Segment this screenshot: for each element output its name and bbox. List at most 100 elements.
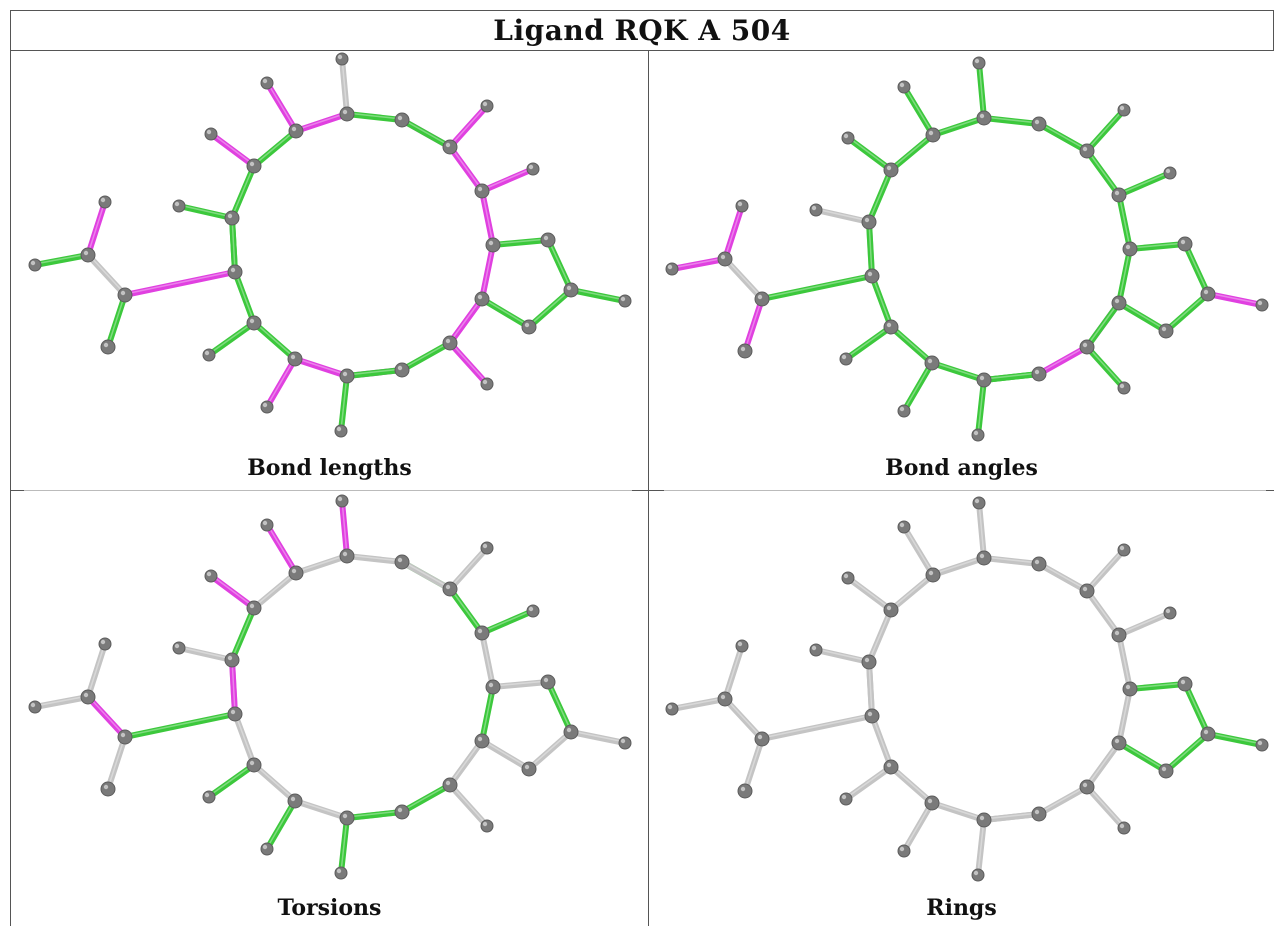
bond-b14 bbox=[981, 555, 1042, 567]
atom-shine bbox=[227, 655, 233, 661]
bond-b36 bbox=[229, 657, 238, 717]
atom-shine bbox=[927, 358, 933, 364]
atom bbox=[864, 268, 880, 284]
panel-caption-bond-lengths: Bond lengths bbox=[247, 455, 412, 481]
atom bbox=[897, 404, 911, 418]
bond-b20 bbox=[1116, 246, 1133, 306]
atom bbox=[339, 106, 355, 122]
bond-b01 bbox=[669, 696, 728, 712]
bond-b33 bbox=[888, 324, 935, 366]
atom bbox=[442, 139, 458, 155]
bond-b19 bbox=[479, 630, 496, 690]
bond-b34 bbox=[206, 762, 257, 800]
atom-layer bbox=[28, 494, 632, 880]
bond-b24 bbox=[1116, 300, 1169, 334]
bond-highlight bbox=[253, 129, 297, 166]
bond-highlight bbox=[340, 374, 348, 431]
bond-highlight bbox=[210, 132, 255, 166]
bond-b22 bbox=[1182, 241, 1211, 297]
bond-b01 bbox=[669, 256, 728, 272]
atom-shine bbox=[928, 130, 934, 136]
bond-b31 bbox=[292, 356, 350, 379]
bond-highlight bbox=[234, 270, 255, 323]
bond-b22 bbox=[1182, 681, 1211, 737]
atom-shine bbox=[30, 702, 36, 708]
atom-shine bbox=[1114, 630, 1120, 636]
atom bbox=[480, 377, 494, 391]
atom bbox=[100, 781, 116, 797]
bond-b14 bbox=[344, 553, 405, 565]
atom-shine bbox=[249, 760, 255, 766]
atom-shine bbox=[524, 322, 530, 328]
bond-b10 bbox=[888, 132, 936, 173]
atom bbox=[540, 232, 556, 248]
bond-highlight bbox=[1086, 785, 1125, 828]
bond-b32 bbox=[264, 798, 298, 852]
atom bbox=[224, 652, 240, 668]
atom bbox=[117, 729, 133, 745]
atom bbox=[971, 428, 985, 442]
bond-b27 bbox=[447, 782, 490, 829]
bond-highlight bbox=[528, 288, 572, 327]
molecule-rings bbox=[665, 496, 1269, 882]
atom-shine bbox=[337, 54, 343, 60]
atom bbox=[717, 251, 733, 267]
bond-highlight bbox=[1184, 242, 1209, 294]
atom bbox=[1079, 339, 1095, 355]
atom-shine bbox=[342, 813, 348, 819]
bond-highlight bbox=[346, 554, 403, 562]
atom bbox=[474, 625, 490, 641]
atom-shine bbox=[1034, 809, 1040, 815]
bond-highlight bbox=[295, 112, 348, 131]
bond-b34 bbox=[206, 320, 257, 358]
atom bbox=[485, 237, 501, 253]
bond-highlight bbox=[845, 325, 892, 359]
bond-highlight bbox=[492, 680, 549, 687]
bond-highlight bbox=[449, 297, 483, 343]
bond-highlight bbox=[903, 525, 934, 575]
atom bbox=[526, 604, 540, 618]
bond-highlight bbox=[528, 730, 572, 769]
atom-shine bbox=[543, 235, 549, 241]
bond-highlight bbox=[231, 216, 236, 272]
atom-shine bbox=[230, 267, 236, 273]
atom bbox=[883, 162, 899, 178]
atom-shine bbox=[291, 126, 297, 132]
bond-b20 bbox=[479, 242, 496, 302]
bond-b34 bbox=[843, 764, 894, 802]
bond-highlight bbox=[744, 297, 763, 351]
atom-shine bbox=[477, 186, 483, 192]
atom bbox=[480, 99, 494, 113]
atom bbox=[897, 520, 911, 534]
bond-b04 bbox=[742, 736, 765, 794]
atom bbox=[474, 291, 490, 307]
atom-shine bbox=[737, 201, 743, 207]
atom-shine bbox=[1082, 586, 1088, 592]
bond-highlight bbox=[1118, 741, 1167, 771]
atom bbox=[28, 700, 42, 714]
atom bbox=[754, 731, 770, 747]
atom bbox=[1122, 681, 1138, 697]
bond-highlight bbox=[1118, 301, 1167, 331]
bond-b21 bbox=[1127, 681, 1188, 692]
bond-highlight bbox=[208, 321, 255, 355]
bond-highlight bbox=[547, 680, 572, 732]
bond-highlight bbox=[570, 288, 626, 301]
bond-highlight bbox=[744, 737, 763, 791]
atom bbox=[339, 368, 355, 384]
bond-highlight bbox=[87, 200, 106, 255]
bond-b08 bbox=[229, 605, 257, 663]
bond-b36 bbox=[229, 215, 238, 275]
bond-highlight bbox=[231, 164, 255, 218]
panel-caption-rings: Rings bbox=[926, 895, 997, 921]
bond-highlight bbox=[845, 765, 892, 799]
bond-b19 bbox=[1116, 632, 1133, 692]
atom bbox=[246, 158, 262, 174]
bond-highlight bbox=[1038, 562, 1088, 591]
atom-shine bbox=[1114, 298, 1120, 304]
bond-b17 bbox=[1084, 588, 1122, 638]
bond-highlight bbox=[978, 501, 985, 558]
bond-highlight bbox=[1118, 171, 1171, 195]
atom-shine bbox=[488, 240, 494, 246]
bond-b24 bbox=[479, 296, 532, 330]
